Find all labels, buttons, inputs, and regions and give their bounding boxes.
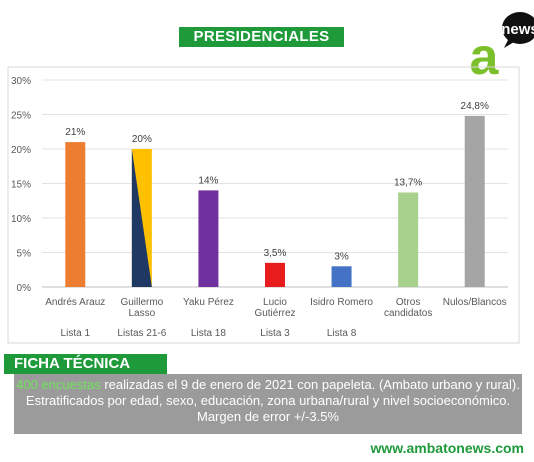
y-tick-label: 15% [11, 180, 31, 191]
data-label: 21% [65, 127, 85, 138]
ficha-highlight: 400 encuestas [16, 377, 101, 392]
category-label: Lasso [129, 308, 156, 319]
ambatonews-logo: news a [470, 12, 534, 78]
list-label: Lista 8 [327, 328, 357, 339]
bar [265, 262, 285, 287]
y-tick-label: 10% [11, 214, 31, 225]
gridlines [42, 79, 508, 288]
category-label: candidatos [384, 308, 432, 319]
category-label: Lucio [263, 297, 287, 308]
bar-chart: 0% 5% 10% 15% 20% 25% 30% 21% Andrés Arauz Lista … [7, 66, 520, 344]
logo-word: news [501, 21, 534, 38]
data-label: 3% [334, 251, 349, 262]
category-label: Yaku Pérez [183, 297, 234, 308]
ficha-line-1: 400 encuestas realizadas el 9 de enero d… [14, 377, 522, 393]
y-tick-label: 30% [11, 76, 31, 87]
bar-split [131, 149, 152, 287]
y-tick-label: 0% [17, 283, 32, 294]
logo-letter: a [470, 28, 500, 78]
ficha-line-1-rest: realizadas el 9 de enero de 2021 con pap… [100, 377, 520, 392]
ficha-line-2: Estratificados por edad, sexo, educación… [25, 393, 511, 408]
data-label: 13,7% [394, 177, 422, 188]
data-label: 20% [132, 134, 152, 145]
chart-title-banner: PRESIDENCIALES [179, 27, 344, 47]
category-label: Guillermo [120, 297, 163, 308]
labels: 0% 5% 10% 15% 20% 25% 30% 21% Andrés Arauz Lista … [11, 76, 507, 339]
bar [65, 142, 86, 287]
data-label: 3,5% [264, 248, 287, 259]
ficha-line-3: Margen de error +/-3.5% [197, 409, 339, 424]
list-label: Lista 1 [61, 328, 91, 339]
ficha-tecnica-label: FICHA TÉCNICA [4, 354, 167, 374]
bar [398, 192, 419, 287]
bar [198, 190, 219, 287]
bar [464, 115, 485, 287]
y-tick-label: 25% [11, 111, 31, 122]
bars [65, 115, 485, 287]
list-label: Lista 18 [191, 328, 226, 339]
website-url: www.ambatonews.com [370, 440, 524, 456]
category-label: Otros [396, 297, 420, 308]
list-label: Listas 21-6 [117, 328, 166, 339]
list-label: Lista 3 [260, 328, 290, 339]
y-tick-label: 5% [17, 249, 32, 260]
data-label: 14% [198, 175, 218, 186]
bar [331, 266, 352, 287]
y-tick-label: 20% [11, 145, 31, 156]
category-label: Nulos/Blancos [443, 297, 507, 308]
category-label: Andrés Arauz [45, 297, 105, 308]
chart-border [7, 66, 520, 344]
ficha-tecnica-box: 400 encuestas realizadas el 9 de enero d… [14, 374, 522, 434]
bar [131, 149, 152, 287]
data-label: 24,8% [461, 101, 489, 112]
category-label: Gutiérrez [254, 308, 295, 319]
category-label: Isidro Romero [310, 297, 373, 308]
